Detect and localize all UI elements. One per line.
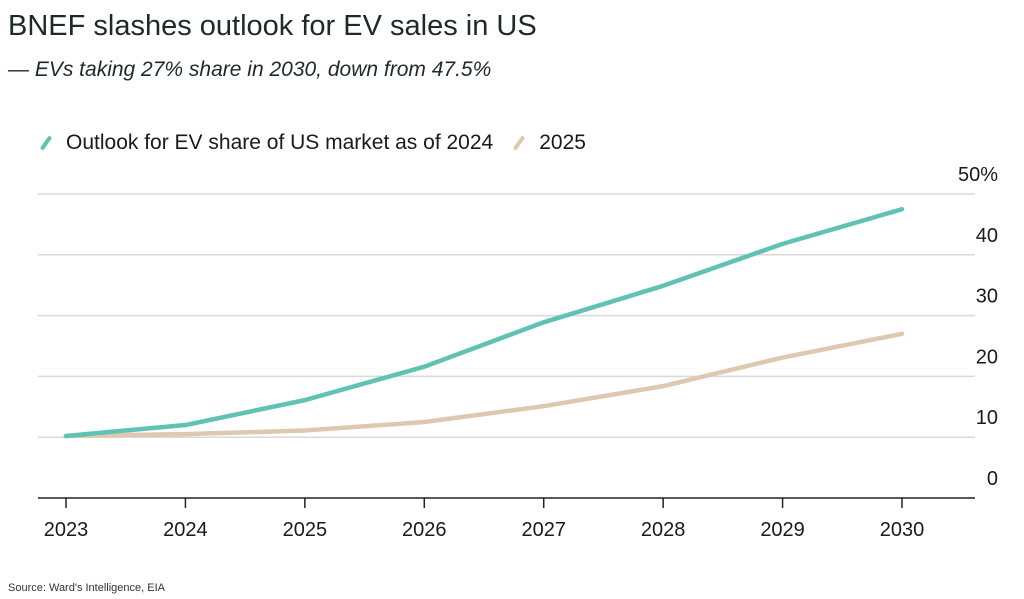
y-tick-label: 0 [987,468,998,490]
x-tick-label: 2024 [163,519,208,541]
series-line-0 [63,206,905,439]
x-tick-label: 2030 [880,519,925,541]
x-tick-label: 2026 [402,519,447,541]
y-tick-label: 40 [976,225,998,247]
x-tick-label: 2023 [44,519,89,541]
y-tick-label: 20 [976,346,998,368]
y-tick-label: 10 [976,407,998,429]
series-line-1 [63,331,905,439]
legend: Outlook for EV share of US market as of … [38,131,604,155]
legend-item-2025: 2025 [511,131,586,155]
source-note: Source: Ward's Intelligence, EIA [8,582,165,594]
x-tick-label: 2027 [521,519,566,541]
legend-label: 2025 [539,131,586,154]
chart-subtitle: — EVs taking 27% share in 2030, down fro… [8,58,492,81]
y-tick-label: 50% [958,164,998,186]
x-tick-label: 2029 [760,519,805,541]
chart-title: BNEF slashes outlook for EV sales in US [8,10,537,42]
x-tick-label: 2025 [283,519,328,541]
legend-item-2024: Outlook for EV share of US market as of … [38,131,493,155]
y-tick-label: 30 [976,286,998,308]
legend-label: Outlook for EV share of US market as of … [66,131,494,154]
x-tick-label: 2028 [641,519,686,541]
